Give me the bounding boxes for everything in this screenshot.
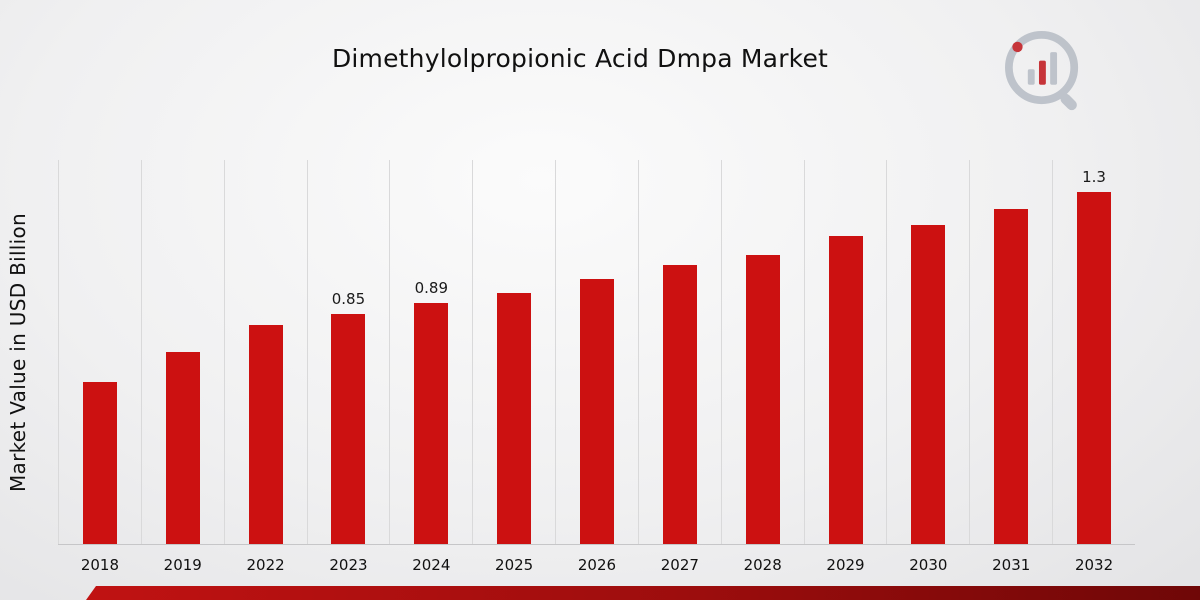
- bar: [497, 293, 532, 544]
- bar-value-label: 1.3: [1082, 168, 1106, 186]
- bar: [165, 352, 200, 544]
- x-tick-label: 2032: [1074, 556, 1114, 574]
- bar: [994, 209, 1029, 544]
- x-tick-label: 2024: [412, 556, 451, 574]
- brand-logo-icon: [1005, 31, 1079, 111]
- category-cell: 2018: [58, 160, 141, 574]
- x-tick-label: 2019: [163, 556, 202, 574]
- category-cell: 2025: [472, 160, 555, 574]
- bar: [828, 236, 863, 544]
- x-tick-label: 2029: [826, 556, 865, 574]
- bar: [911, 225, 946, 544]
- bar: [248, 325, 283, 544]
- x-tick-label: 2030: [909, 556, 948, 574]
- category-cell: 2019: [140, 160, 224, 574]
- x-tick-label: 2022: [246, 556, 285, 574]
- x-tick-label: 2028: [743, 556, 782, 574]
- bar-value-label: 0.89: [414, 279, 448, 297]
- bar: [82, 382, 117, 544]
- category-cell: 2029: [803, 160, 887, 574]
- category-cell: 2030: [886, 160, 969, 574]
- bar: [662, 265, 697, 544]
- bar: [331, 314, 366, 544]
- category-cell: 0.85 2023: [306, 160, 390, 574]
- category-cell: 0.89 2024: [389, 160, 472, 574]
- x-tick-label: 2023: [329, 556, 368, 574]
- category-cell: 2028: [720, 160, 804, 574]
- bar: [579, 279, 614, 544]
- category-cell: 2022: [223, 160, 307, 574]
- bar: [745, 255, 780, 544]
- category-cell: 2027: [637, 160, 721, 574]
- bottom-accent-bar: [86, 586, 1200, 600]
- x-tick-label: 2031: [992, 556, 1031, 574]
- x-tick-label: 2025: [495, 556, 534, 574]
- page-title: Dimethylolpropionic Acid Dmpa Market: [331, 44, 829, 73]
- bar: [1077, 192, 1112, 544]
- bar: [414, 303, 449, 544]
- category-cell: 2031: [969, 160, 1052, 574]
- x-tick-label: 2026: [577, 556, 617, 574]
- category-cell: 2026: [555, 160, 638, 574]
- x-tick-label: 2027: [660, 556, 699, 574]
- x-tick-label: 2018: [80, 556, 120, 574]
- bar-value-label: 0.85: [331, 290, 366, 308]
- category-cell: 1.3 2032: [1052, 160, 1135, 574]
- y-axis-label: Market Value in USD Billion: [6, 212, 30, 493]
- chart-plot: 2018 2019 2022 0.85 2023 0.89 2024 2025 2026 2027…: [58, 160, 1135, 574]
